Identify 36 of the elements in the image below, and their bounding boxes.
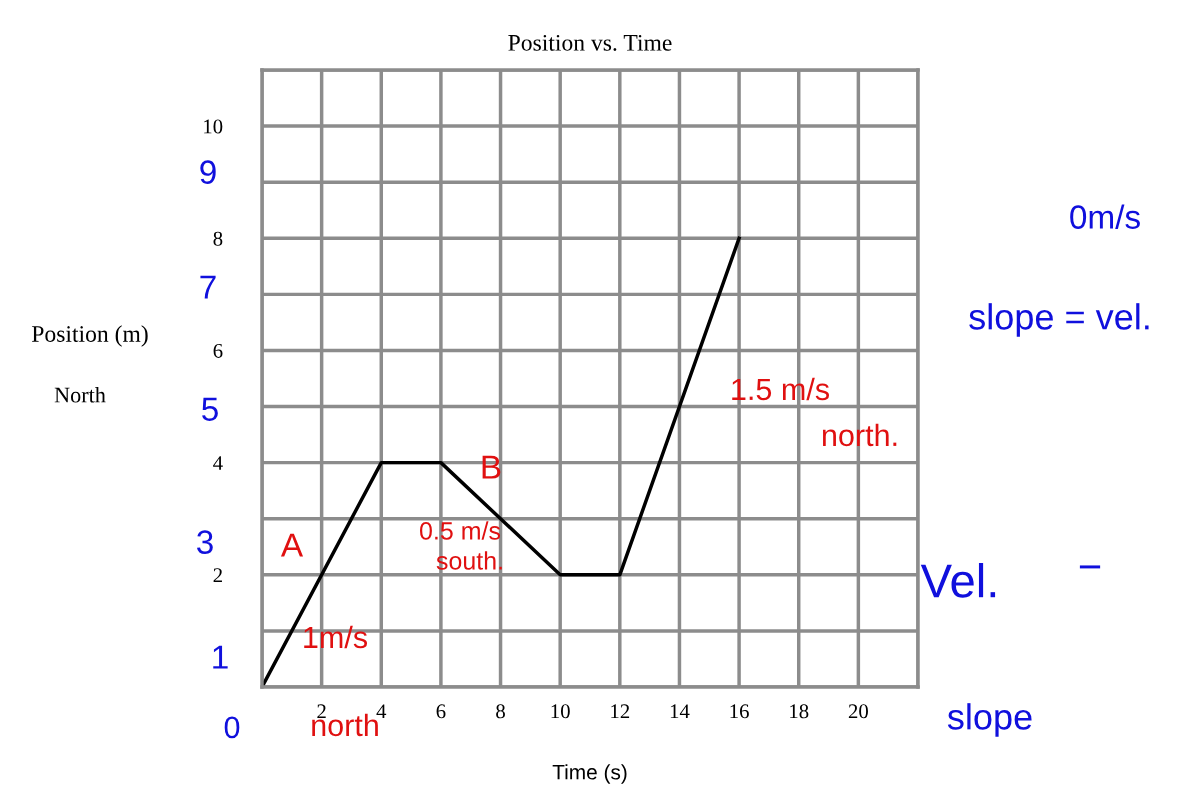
text: North [54,386,106,403]
annotation: A [280,533,304,557]
y-axis-title: Position (m) [31,325,148,347]
x-tick-label: 16 [730,704,749,719]
x-tick-label: 10 [551,704,570,719]
text: slope = vel. [969,303,1149,337]
annotation: 1.5 m/s [732,377,829,401]
text: 1 [213,645,228,669]
x-tick-label: 14 [670,704,690,719]
x-tick-label: 20 [848,704,868,719]
y-tick-label: 6 [213,343,223,358]
x-tick-label: 12 [611,704,630,719]
text: 7 [200,275,216,299]
x-tick-label: 18 [790,704,809,719]
annotation: north. [822,423,897,447]
text: 0m/s [1070,204,1140,229]
y-tick-label: 8 [213,231,223,246]
text: slope [947,703,1032,737]
text: 9 [200,160,216,184]
x-tick-label: 8 [496,704,505,719]
text: 3 [197,530,213,554]
x-tick-label: 6 [436,704,446,719]
y-tick-label: 4 [213,456,223,470]
annotation: B [482,455,501,479]
annotation: 1m/s [304,625,368,649]
y-tick-label: 2 [213,568,222,583]
x-tick-label: 4 [376,704,387,719]
annotation: south. [436,551,502,570]
x-axis-title: Time (s) [552,764,627,784]
annotation: 0.5 m/s [419,521,501,540]
text: 0 [224,716,240,739]
text: Vel. [920,562,996,598]
text: 5 [202,397,218,421]
y-tick-label: 10 [204,119,223,134]
chart-title: Position vs. Time [508,34,672,51]
text: − [1079,565,1101,569]
